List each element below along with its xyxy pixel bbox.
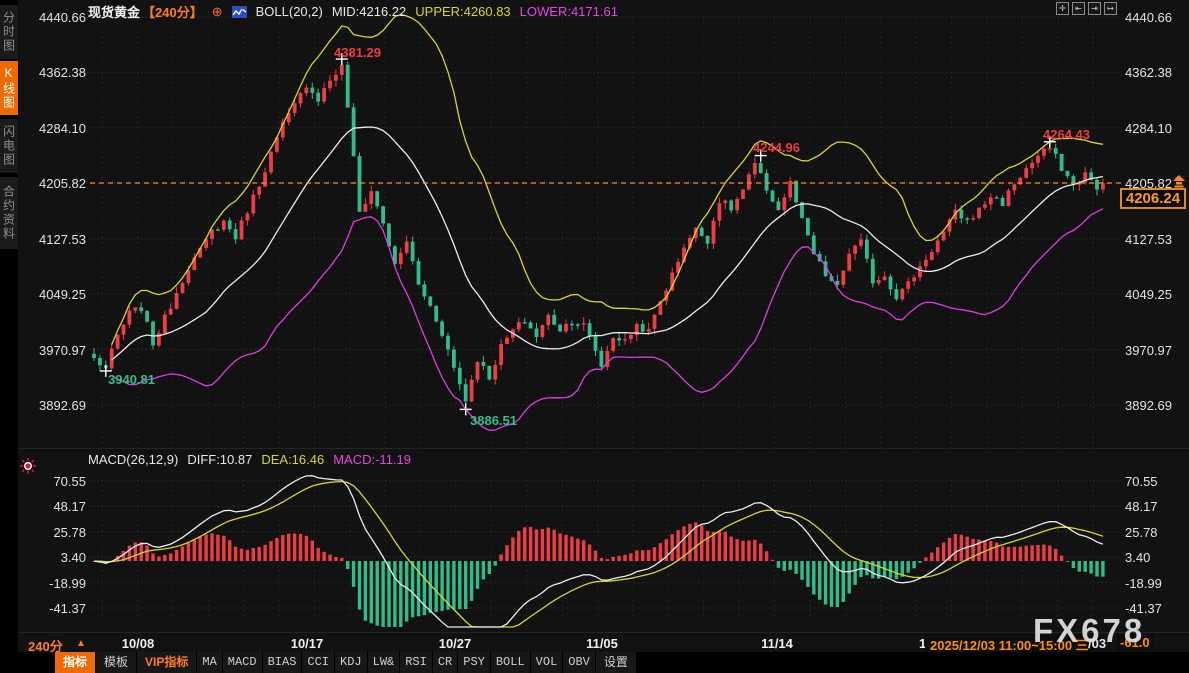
x-date-label: 10/08	[121, 636, 155, 651]
macd-tick-right: -18.99	[1125, 576, 1162, 591]
boll-label: BOLL(20,2)	[255, 4, 323, 19]
period-label: 【240分】	[142, 5, 203, 20]
panel-divider	[18, 448, 1189, 449]
macd-tick-left: -18.99	[49, 576, 86, 591]
x-date-label: 10/27	[438, 636, 472, 651]
indicator-toolbar: 指标 模板 VIP指标 MA MACD BIAS CCI KDJ LW& RSI…	[0, 652, 1189, 673]
left-sidebar: 分时图 K线图 闪电图 合约资料	[0, 0, 18, 673]
macd-chart[interactable]	[90, 468, 1122, 630]
price-tick-left: 4127.53	[39, 232, 86, 247]
price-tick-right: 4284.10	[1125, 121, 1172, 136]
toolbar-settings-button[interactable]: 设置	[595, 652, 636, 673]
toolbar-cr-button[interactable]: CR	[432, 652, 458, 673]
x-date-label: 10/17	[290, 636, 324, 651]
price-tick-left: 4440.66	[39, 10, 86, 25]
price-tick-left: 4362.38	[39, 65, 86, 80]
add-indicator-icon[interactable]: ⊕	[211, 4, 223, 19]
live-alert-icon[interactable]	[20, 458, 36, 479]
x-date-label-overlay: /03	[1088, 636, 1107, 651]
chart-thumbnail-icon[interactable]	[231, 5, 247, 18]
x-date-label: 11/05	[586, 636, 618, 651]
macd-tick-left: 25.78	[53, 525, 86, 540]
swing-high-label: 4264.43	[1043, 127, 1090, 142]
price-tick-left: 4049.25	[39, 287, 86, 302]
toolbar-vip-indicator-button[interactable]: VIP指标	[137, 652, 197, 673]
toolbar-kdj-button[interactable]: KDJ	[335, 652, 367, 673]
swing-low-label: 3886.51	[470, 413, 517, 428]
price-tick-right: 4127.53	[1125, 232, 1172, 247]
toolbar-boll-button[interactable]: BOLL	[490, 652, 530, 673]
toolbar-ma-button[interactable]: MA	[197, 652, 222, 673]
change-value: -61.0	[1116, 634, 1154, 651]
price-tick-right: 4362.38	[1125, 65, 1172, 80]
macd-label: MACD(26,12,9)	[88, 452, 179, 467]
swing-high-label: 4244.96	[753, 140, 800, 155]
macd-tick-left: 48.17	[53, 499, 86, 514]
price-tick-right: 4049.25	[1125, 287, 1172, 302]
price-tick-left: 3892.69	[39, 398, 86, 413]
current-price-tag: 4206.24	[1120, 188, 1186, 209]
toolbar-vol-button[interactable]: VOL	[530, 652, 563, 673]
price-tick-right: 4440.66	[1125, 10, 1172, 25]
crosshair-icon[interactable]: ✛	[1056, 2, 1069, 15]
pan-out-icon[interactable]: ↦	[1104, 2, 1117, 15]
boll-lower-value: LOWER:4171.61	[519, 4, 618, 19]
boll-upper-value: UPPER:4260.83	[415, 4, 511, 19]
period-selector[interactable]: 240分	[28, 639, 63, 654]
sidebar-tab-contract-info[interactable]: 合约资料	[0, 177, 18, 249]
period-up-arrow-icon[interactable]: ▲	[76, 638, 86, 649]
macd-tick-right: 25.78	[1125, 525, 1158, 540]
x-date-label-partial: 1	[919, 636, 927, 651]
chart-tools: ✛ ⇤ ⇥ ↦	[1056, 2, 1117, 15]
macd-diff-value: DIFF:10.87	[187, 452, 253, 467]
sidebar-tab-flash[interactable]: 闪电图	[0, 119, 18, 173]
swing-low-label: 3940.81	[108, 372, 155, 387]
cursor-datetime-tooltip: 2025/12/03 11:00~15:00 三	[925, 634, 1094, 655]
macd-header: MACD(26,12,9) DIFF:10.87 DEA:16.46 MACD:…	[88, 452, 411, 467]
macd-tick-right: -41.37	[1125, 601, 1162, 616]
macd-hist-value: MACD:-11.19	[333, 452, 412, 467]
toolbar-indicator-button[interactable]: 指标	[55, 652, 96, 673]
toolbar-obv-button[interactable]: OBV	[563, 652, 595, 673]
swing-high-label: 4381.29	[334, 45, 381, 60]
toolbar-lw-button[interactable]: LW&	[367, 652, 400, 673]
macd-dea-value: DEA:16.46	[261, 452, 325, 467]
x-date-label: 11/14	[761, 636, 793, 651]
price-tick-right: 3970.97	[1125, 343, 1172, 358]
sidebar-tab-kline[interactable]: K线图	[0, 61, 18, 115]
toolbar-macd-button[interactable]: MACD	[222, 652, 262, 673]
main-chart[interactable]	[90, 10, 1122, 455]
macd-tick-right: 3.40	[1125, 550, 1151, 565]
shift-left-icon[interactable]: ⇤	[1072, 2, 1085, 15]
toolbar-cci-button[interactable]: CCI	[302, 652, 335, 673]
boll-mid-value: MID:4216.22	[331, 4, 407, 19]
axis-divider	[18, 632, 1189, 633]
price-up-arrow-icon	[1172, 175, 1186, 193]
chart-header: 现货黄金 【240分】 ⊕ BOLL(20,2) MID:4216.22 UPPE…	[88, 3, 618, 20]
macd-tick-left: 3.40	[60, 550, 86, 565]
macd-tick-left: -41.37	[49, 601, 86, 616]
price-tick-left: 4284.10	[39, 121, 86, 136]
sidebar-tab-timeline[interactable]: 分时图	[0, 5, 18, 59]
toolbar-psy-button[interactable]: PSY	[458, 652, 490, 673]
fx678-watermark: FX678	[1033, 612, 1146, 649]
symbol-name: 现货黄金	[88, 5, 141, 20]
toolbar-bias-button[interactable]: BIAS	[262, 652, 302, 673]
macd-tick-right: 48.17	[1125, 499, 1158, 514]
price-tick-left: 3970.97	[39, 343, 86, 358]
toolbar-template-button[interactable]: 模板	[96, 652, 137, 673]
macd-tick-right: 70.55	[1125, 474, 1158, 489]
toolbar-rsi-button[interactable]: RSI	[400, 652, 432, 673]
price-tick-right: 4205.82	[1125, 176, 1172, 191]
macd-tick-left: 70.55	[53, 474, 86, 489]
price-tick-left: 4205.82	[39, 176, 86, 191]
shift-right-icon[interactable]: ⇥	[1088, 2, 1101, 15]
price-tick-right: 3892.69	[1125, 398, 1172, 413]
